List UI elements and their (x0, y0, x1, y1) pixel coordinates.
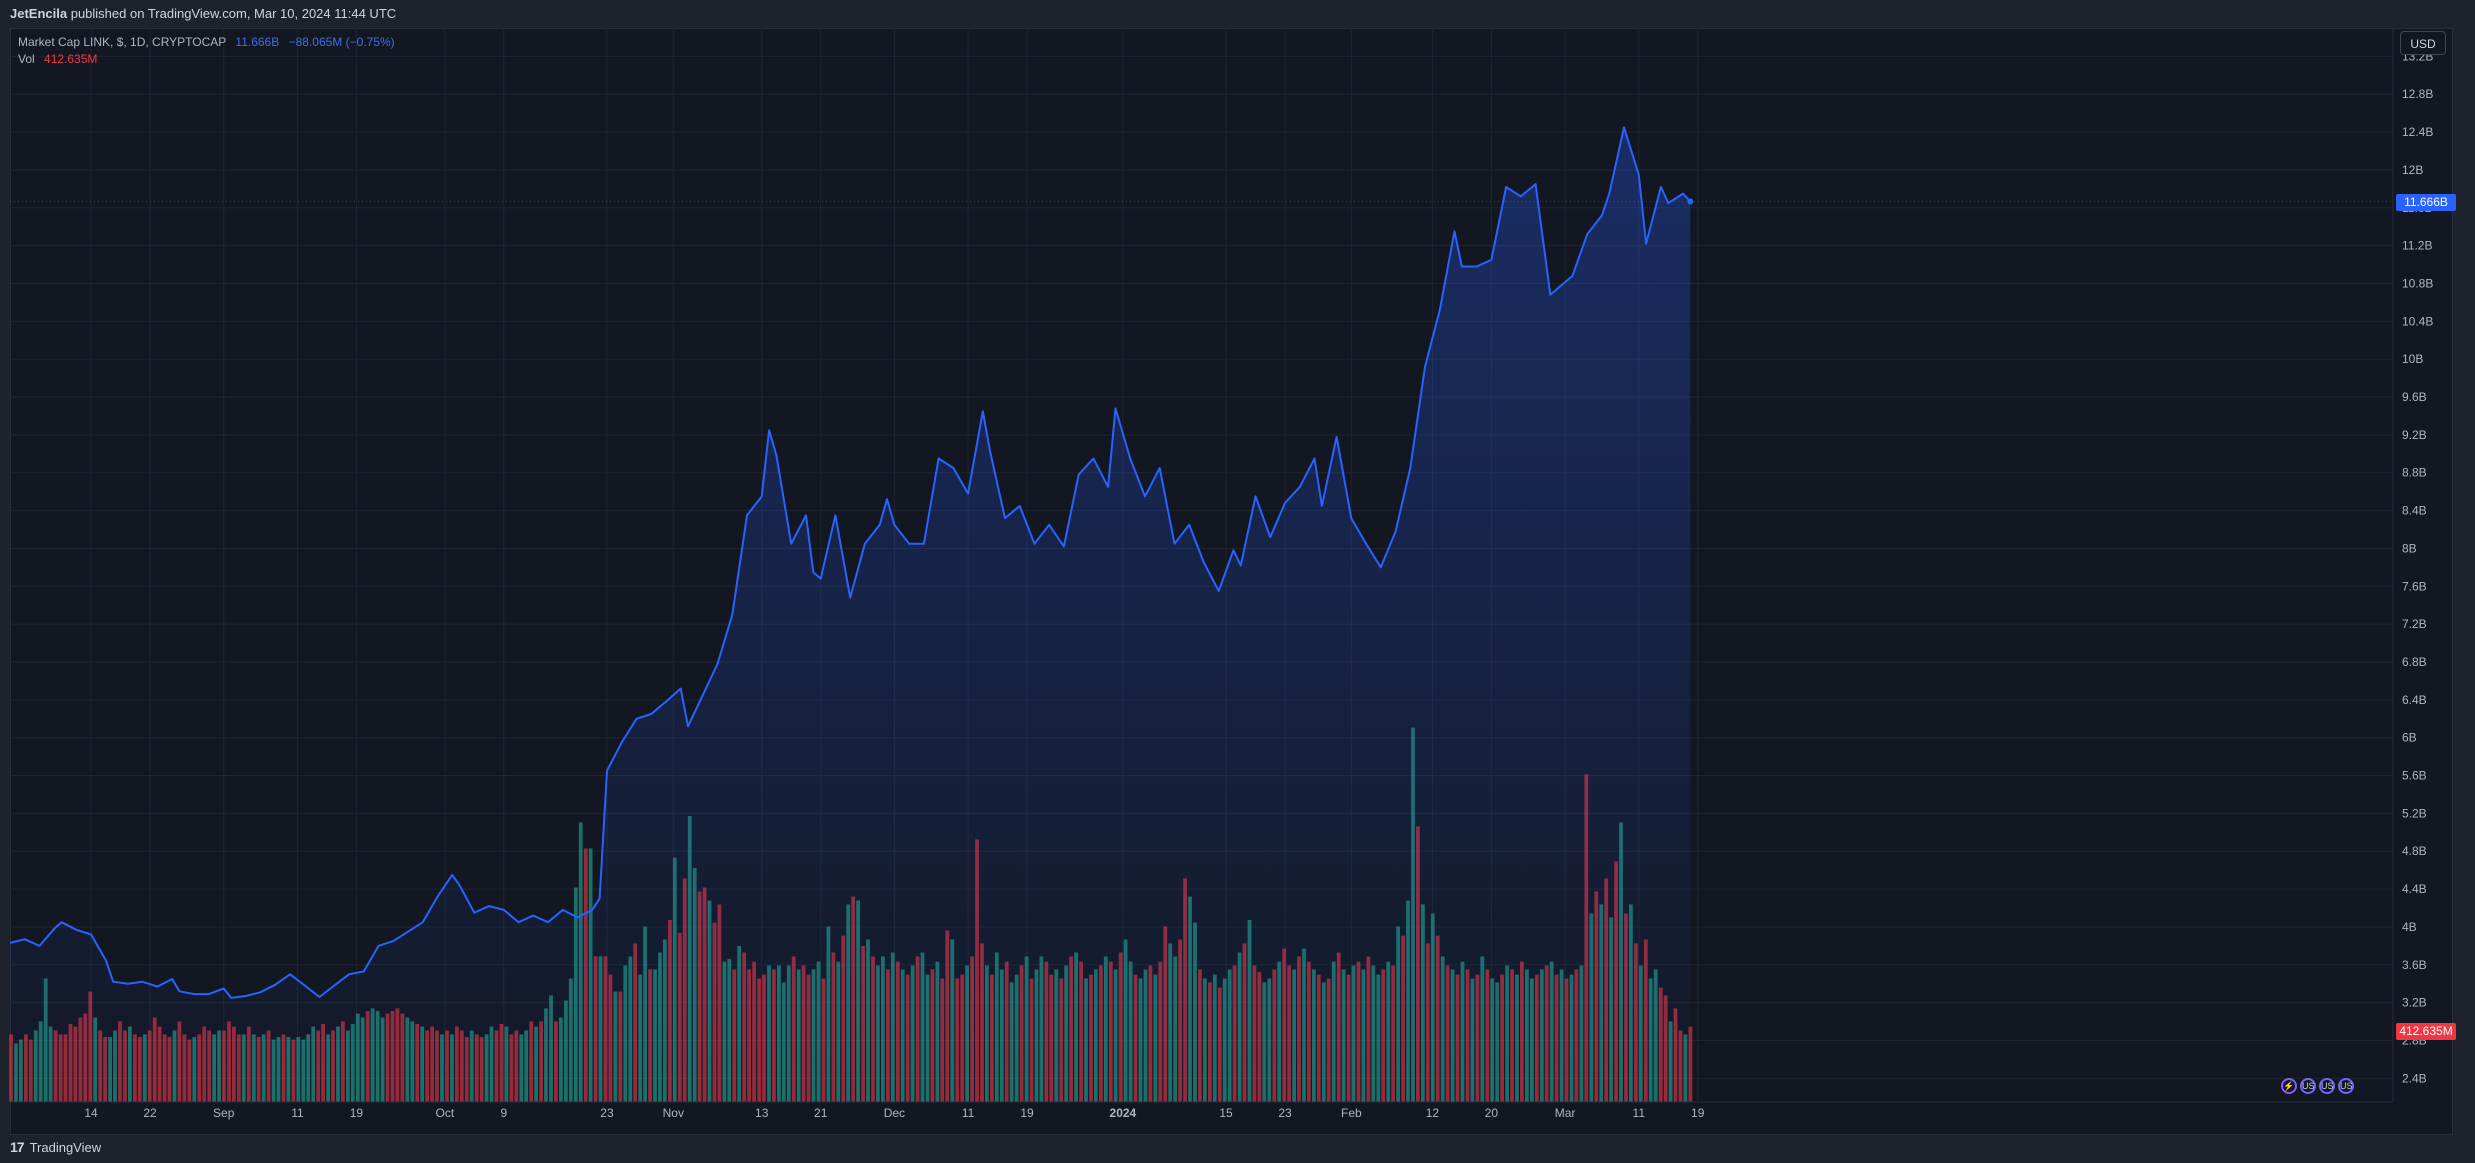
legend-main-row[interactable]: Market Cap LINK, $, 1D, CRYPTOCAP 11.666… (18, 34, 395, 51)
time-tick-label: Feb (1341, 1106, 1362, 1120)
price-tick-label: 8.4B (2402, 504, 2427, 518)
time-tick-label: 14 (84, 1106, 98, 1120)
time-tick-label: Nov (663, 1106, 684, 1120)
price-tick-label: 10B (2402, 352, 2423, 366)
price-tick-label: 3.2B (2402, 996, 2427, 1010)
price-tick-label: 7.2B (2402, 617, 2427, 631)
price-tick-label: 6.4B (2402, 693, 2427, 707)
price-tick-label: 6B (2402, 731, 2417, 745)
event-us-flag-icon[interactable]: US (2338, 1078, 2354, 1094)
time-tick-label: 23 (600, 1106, 614, 1120)
legend-change: −88.065M (−0.75%) (288, 35, 395, 49)
price-tick-label: 12B (2402, 163, 2423, 177)
time-tick-label: 12 (1426, 1106, 1440, 1120)
time-tick-label: 20 (1485, 1106, 1499, 1120)
price-tick-label: 8B (2402, 541, 2417, 555)
price-tick-label: 7.6B (2402, 579, 2427, 593)
economic-events[interactable]: ⚡ US US US (2281, 1078, 2354, 1094)
time-tick-label: Dec (884, 1106, 905, 1120)
event-flash-icon[interactable]: ⚡ (2281, 1078, 2297, 1094)
last-volume-label: 412.635M (2396, 1023, 2456, 1040)
currency-button[interactable]: USD (2400, 31, 2446, 55)
price-tick-label: 3.6B (2402, 958, 2427, 972)
price-tick-label: 11.2B (2402, 239, 2432, 253)
brand-name: TradingView (29, 1139, 102, 1155)
price-axis[interactable]: 13.2B12.8B12.4B12B11.6B11.2B10.8B10.4B10… (2402, 49, 2433, 1085)
time-tick-label: 22 (143, 1106, 157, 1120)
price-tick-label: 4B (2402, 920, 2417, 934)
time-tick-label: Mar (1555, 1106, 1576, 1120)
price-tick-label: 6.8B (2402, 655, 2427, 669)
tradingview-brand[interactable]: 17 TradingView (10, 1139, 101, 1155)
time-tick-label: 19 (1020, 1106, 1034, 1120)
time-tick-label: 19 (350, 1106, 364, 1120)
time-tick-label: 23 (1278, 1106, 1292, 1120)
time-tick-label: 15 (1219, 1106, 1233, 1120)
last-price-dot (1687, 198, 1694, 205)
price-area-fill (10, 127, 1691, 1102)
event-us-flag-icon[interactable]: US (2300, 1078, 2316, 1094)
price-tick-label: 9.2B (2402, 428, 2427, 442)
time-tick-label: 11 (1633, 1106, 1646, 1120)
legend-symbol: Market Cap LINK, $, 1D, CRYPTOCAP (18, 35, 227, 49)
publish-info: JetEncila published on TradingView.com, … (10, 6, 396, 21)
time-tick-label: 9 (500, 1106, 507, 1120)
time-tick-label: Oct (435, 1106, 454, 1120)
publish-text: published on TradingView.com, Mar 10, 20… (70, 6, 397, 21)
price-tick-label: 4.4B (2402, 882, 2427, 896)
price-tick-label: 2.4B (2402, 1071, 2427, 1085)
publish-bar: JetEncila published on TradingView.com, … (0, 0, 2475, 28)
time-axis[interactable]: 14 22 Sep 11 19 Oct 9 23 Nov 13 21 Dec 11 19 2024 15 23 F… (10, 28, 2394, 1120)
price-line (9, 126, 1692, 999)
time-tick-label: 21 (814, 1106, 828, 1120)
legend-last-value: 11.666B (235, 35, 280, 49)
tradingview-logo-icon: 17 (10, 1139, 25, 1155)
time-tick-label: 11 (291, 1106, 304, 1120)
time-tick-label: 2024 (1110, 1106, 1137, 1120)
price-area (9, 126, 2393, 1102)
price-tick-label: 10.8B (2402, 276, 2433, 290)
time-tick-label: 13 (755, 1106, 769, 1120)
time-tick-label: 19 (1691, 1106, 1705, 1120)
chart-legend[interactable]: Market Cap LINK, $, 1D, CRYPTOCAP 11.666… (18, 34, 395, 68)
price-tick-label: 9.6B (2402, 390, 2427, 404)
price-tick-label: 8.8B (2402, 466, 2427, 480)
time-tick-label: Sep (213, 1106, 235, 1120)
time-tick-label: 11 (962, 1106, 975, 1120)
price-tick-label: 12.8B (2402, 87, 2433, 101)
price-tick-label: 5.2B (2402, 806, 2427, 820)
price-tick-label: 10.4B (2402, 314, 2433, 328)
price-tick-label: 4.8B (2402, 844, 2427, 858)
price-tick-label: 12.4B (2402, 125, 2433, 139)
legend-vol-value: 412.635M (44, 52, 98, 66)
author-name[interactable]: JetEncila (10, 6, 68, 21)
event-us-flag-icon[interactable]: US (2319, 1078, 2335, 1094)
legend-vol-label: Vol (18, 52, 35, 66)
footer-bar (0, 1135, 2475, 1163)
legend-volume-row[interactable]: Vol 412.635M (18, 51, 395, 68)
price-tick-label: 5.6B (2402, 769, 2427, 783)
last-price-label: 11.666B (2396, 193, 2456, 211)
